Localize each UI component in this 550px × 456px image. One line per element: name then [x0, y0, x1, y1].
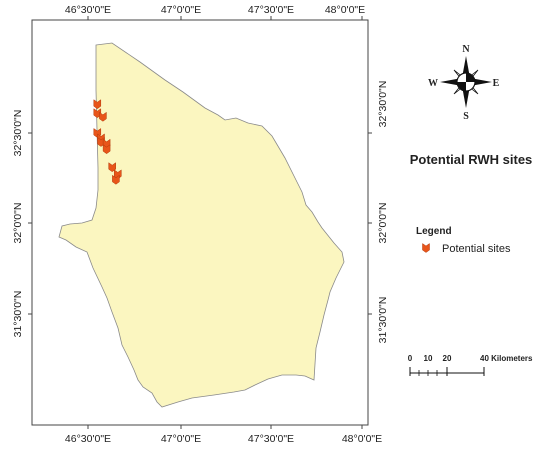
site-marker-8 [102, 144, 111, 155]
legend-marker-icon [422, 243, 430, 253]
compass-rose-icon [440, 56, 492, 108]
lat-label-right-3: 31°30'0"N [377, 297, 389, 344]
compass-south-label: S [463, 111, 469, 122]
scale-label-0: 0 [408, 354, 413, 363]
lon-label-top-2: 47°0'0"E [161, 4, 201, 16]
scale-label-20: 20 [443, 354, 452, 363]
lat-label-left-3: 31°30'0"N [12, 291, 24, 338]
scale-bar [409, 367, 485, 376]
lat-label-left-1: 32°30'0"N [12, 110, 24, 157]
lat-label-right-2: 32°0'0"N [377, 203, 389, 244]
frame-ticks [28, 16, 372, 429]
lon-label-bottom-1: 46°30'0"E [65, 433, 111, 445]
compass-north-label: N [462, 44, 470, 55]
site-marker-11 [112, 174, 120, 185]
study-area-polygon [58, 42, 345, 408]
lat-label-right-1: 32°30'0"N [377, 81, 389, 128]
scale-label-40-km: 40 Kilometers [480, 354, 533, 363]
compass-east-label: E [493, 78, 500, 89]
lat-label-left-2: 32°0'0"N [12, 203, 24, 244]
lon-label-bottom-4: 48°0'0"E [342, 433, 382, 445]
lon-label-top-4: 48°0'0"E [325, 4, 365, 16]
legend-marker-shape [422, 243, 430, 253]
lon-label-top-3: 47°30'0"E [248, 4, 294, 16]
lon-label-bottom-2: 47°0'0"E [161, 433, 201, 445]
legend-title: Legend [416, 226, 452, 237]
site-marker-9 [108, 162, 116, 173]
legend-entry-label: Potential sites [442, 243, 511, 255]
map-title: Potential RWH sites [410, 152, 533, 167]
site-marker-1 [93, 99, 102, 110]
lon-label-bottom-3: 47°30'0"E [248, 433, 294, 445]
site-markers [93, 99, 122, 185]
compass-west-label: W [428, 78, 438, 89]
site-marker-3 [99, 111, 107, 122]
scale-label-10: 10 [424, 354, 433, 363]
lon-label-top-1: 46°30'0"E [65, 4, 111, 16]
